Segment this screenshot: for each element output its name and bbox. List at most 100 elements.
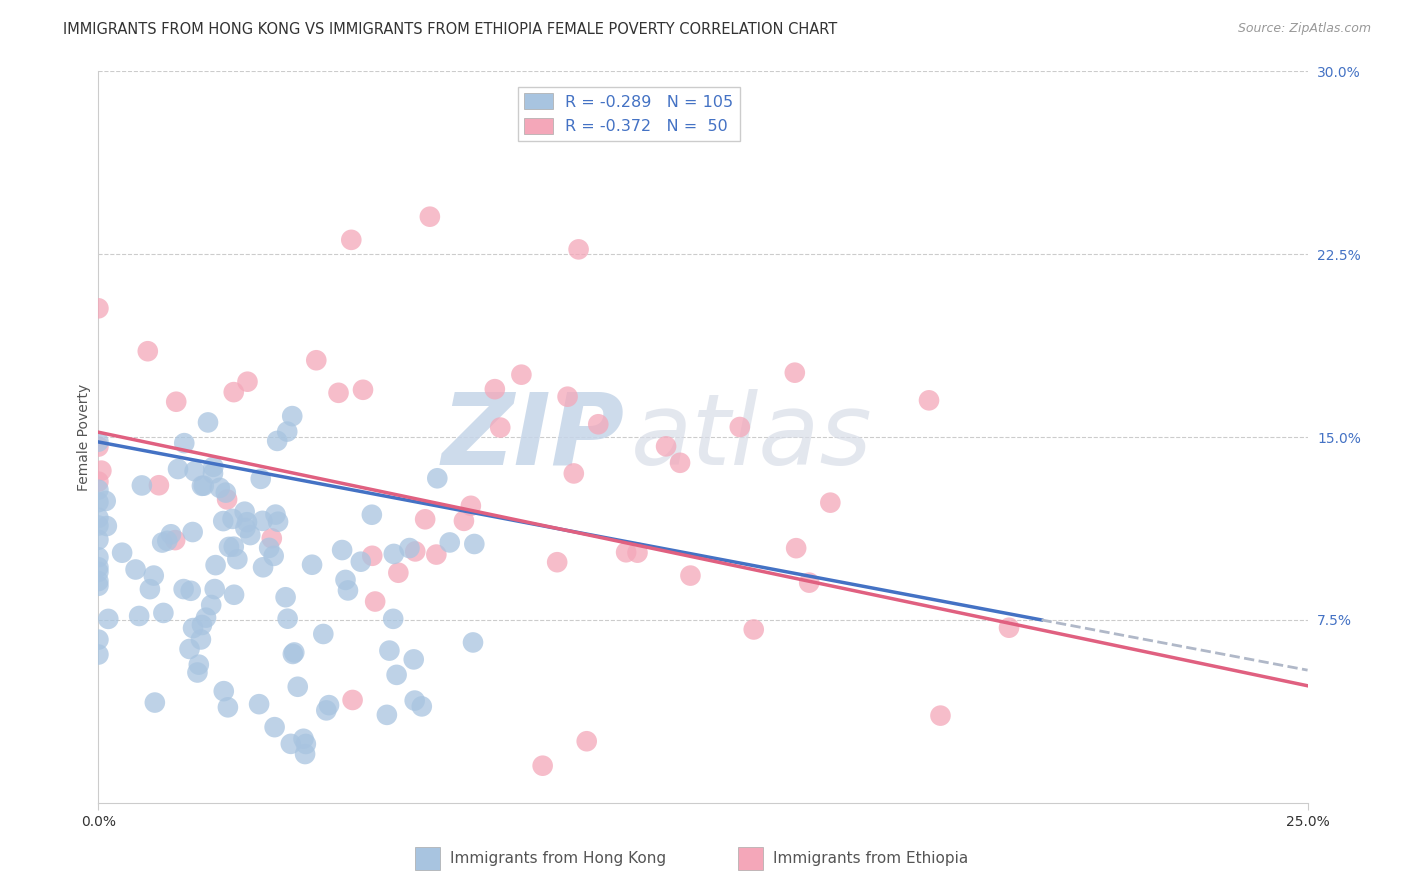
Point xyxy=(252,514,274,528)
Text: Immigrants from Ethiopia: Immigrants from Ethiopia xyxy=(773,851,969,865)
Point xyxy=(510,368,533,382)
Point xyxy=(364,594,387,608)
Point xyxy=(404,693,426,707)
Point xyxy=(183,464,205,478)
Point xyxy=(222,588,245,602)
Point xyxy=(180,583,202,598)
Point xyxy=(335,573,357,587)
Point xyxy=(136,344,159,359)
Point xyxy=(87,579,110,593)
Point xyxy=(742,623,765,637)
Point xyxy=(87,511,110,525)
Point xyxy=(94,494,117,508)
Point xyxy=(87,434,110,449)
Point xyxy=(294,747,316,761)
Point xyxy=(342,693,364,707)
Point xyxy=(201,467,224,481)
Point xyxy=(385,668,408,682)
Point xyxy=(568,243,591,257)
Point xyxy=(546,555,568,569)
Point xyxy=(375,707,398,722)
Point xyxy=(87,648,110,662)
Point xyxy=(139,582,162,596)
Point xyxy=(463,537,485,551)
Point xyxy=(212,684,235,698)
Text: IMMIGRANTS FROM HONG KONG VS IMMIGRANTS FROM ETHIOPIA FEMALE POVERTY CORRELATION: IMMIGRANTS FROM HONG KONG VS IMMIGRANTS … xyxy=(63,22,838,37)
Point xyxy=(165,533,187,548)
Point xyxy=(411,699,433,714)
Point xyxy=(340,233,363,247)
Point xyxy=(425,548,447,562)
Point xyxy=(173,582,195,596)
Point xyxy=(87,565,110,579)
Point xyxy=(167,462,190,476)
Point xyxy=(484,382,506,396)
Point xyxy=(783,366,806,380)
Point xyxy=(531,758,554,772)
Point xyxy=(398,541,420,555)
Point xyxy=(87,533,110,547)
Point xyxy=(266,434,288,448)
Point xyxy=(426,471,449,485)
Point xyxy=(263,720,285,734)
Point xyxy=(218,540,240,554)
Point xyxy=(87,550,110,565)
Point xyxy=(87,475,110,489)
Point xyxy=(236,375,259,389)
Point xyxy=(87,574,110,588)
Point xyxy=(87,301,110,316)
Point xyxy=(249,472,271,486)
Point xyxy=(626,546,648,560)
Point xyxy=(222,385,245,400)
Point xyxy=(264,508,287,522)
Point xyxy=(233,505,256,519)
Point xyxy=(382,547,405,561)
Point xyxy=(160,527,183,541)
Point xyxy=(193,478,215,492)
Point xyxy=(461,635,484,649)
Point xyxy=(215,485,238,500)
Point xyxy=(318,698,340,713)
Point xyxy=(315,703,337,717)
Point xyxy=(179,642,201,657)
Point xyxy=(221,512,243,526)
Point xyxy=(90,464,112,478)
Point xyxy=(124,562,146,576)
Point xyxy=(87,483,110,497)
Point xyxy=(87,495,110,509)
Point xyxy=(799,575,821,590)
Point xyxy=(197,416,219,430)
Point xyxy=(247,697,270,711)
Point xyxy=(785,541,807,556)
Point xyxy=(202,459,225,474)
Point xyxy=(260,532,283,546)
Point xyxy=(236,515,259,529)
Point xyxy=(453,514,475,528)
Point xyxy=(235,521,257,535)
Text: Immigrants from Hong Kong: Immigrants from Hong Kong xyxy=(450,851,666,865)
Point xyxy=(152,606,174,620)
Point xyxy=(239,528,262,542)
Point xyxy=(402,652,425,666)
Point xyxy=(200,598,222,612)
Point xyxy=(575,734,598,748)
Text: atlas: atlas xyxy=(630,389,872,485)
Point xyxy=(131,478,153,492)
Point xyxy=(267,515,290,529)
Point xyxy=(336,583,359,598)
Point xyxy=(97,612,120,626)
Point xyxy=(489,420,512,434)
Point xyxy=(679,568,702,582)
Point xyxy=(263,549,285,563)
Point xyxy=(283,645,305,659)
Point xyxy=(312,627,335,641)
Point xyxy=(276,425,298,439)
Point xyxy=(929,708,952,723)
Point xyxy=(274,591,297,605)
Point xyxy=(562,467,585,481)
Point xyxy=(150,535,173,549)
Point xyxy=(204,582,226,596)
Point xyxy=(148,478,170,492)
Point xyxy=(330,543,353,558)
Point xyxy=(191,618,214,632)
